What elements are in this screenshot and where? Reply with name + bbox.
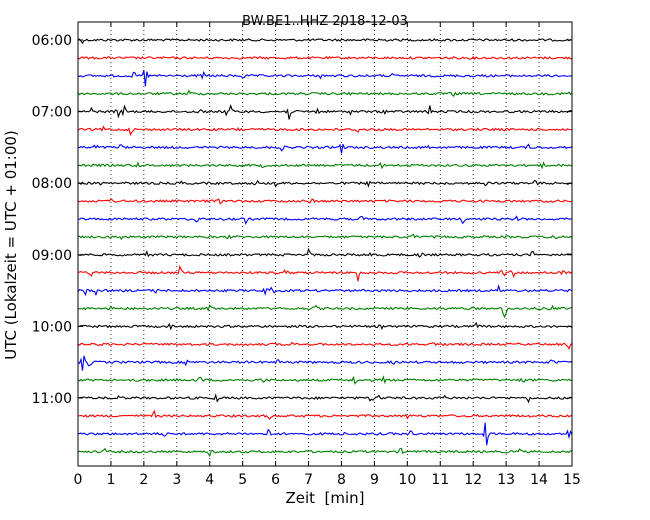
trace-line — [77, 179, 573, 188]
x-tick-label: 5 — [238, 472, 247, 488]
x-tick-label: 14 — [530, 472, 548, 488]
y-tick-label: 11:00 — [32, 391, 72, 407]
trace-line — [77, 264, 573, 282]
trace-line — [77, 125, 573, 137]
trace-line — [77, 341, 573, 350]
x-tick-label: 10 — [398, 472, 416, 488]
y-tick-label: 09:00 — [32, 248, 72, 264]
x-tick-label: 7 — [304, 472, 313, 488]
x-tick-label: 15 — [563, 472, 581, 488]
y-tick-label: 10:00 — [32, 319, 72, 335]
trace-line — [77, 409, 573, 420]
x-tick-label: 13 — [497, 472, 515, 488]
trace-line — [77, 284, 573, 297]
trace-line — [77, 393, 573, 404]
trace-line — [77, 233, 573, 241]
trace-line — [77, 422, 573, 446]
trace-line — [77, 355, 573, 371]
trace-line — [77, 215, 573, 225]
x-tick-label: 12 — [464, 472, 482, 488]
y-tick-label: 07:00 — [32, 105, 72, 121]
y-tick-label: 08:00 — [32, 176, 72, 192]
y-tick-label: 06:00 — [32, 33, 72, 49]
x-axis-ticks: 0 1 2 3 4 5 6 7 8 9 10 11 12 13 14 15 — [74, 22, 581, 488]
trace-group — [77, 38, 573, 458]
trace-line — [77, 38, 573, 45]
x-tick-label: 1 — [106, 472, 115, 488]
x-tick-label: 4 — [205, 472, 214, 488]
trace-line — [77, 103, 573, 120]
x-tick-label: 11 — [431, 472, 449, 488]
trace-line — [77, 447, 573, 458]
x-tick-label: 3 — [172, 472, 181, 488]
trace-line — [77, 143, 573, 154]
trace-line — [77, 161, 573, 170]
x-tick-label: 6 — [271, 472, 280, 488]
trace-line — [77, 198, 573, 205]
trace-line — [77, 304, 573, 319]
trace-line — [77, 55, 573, 60]
x-tick-label: 0 — [74, 472, 83, 488]
trace-line — [77, 375, 573, 385]
y-axis-ticks: 06:00 07:00 08:00 09:00 10:00 11:00 — [32, 33, 572, 407]
trace-line — [77, 89, 573, 98]
x-tick-label: 8 — [337, 472, 346, 488]
x-axis-label: Zeit [min] — [285, 489, 364, 507]
y-axis-label: UTC (Lokalzeit = UTC + 01:00) — [2, 130, 20, 360]
trace-line — [77, 321, 573, 331]
trace-line — [77, 247, 573, 258]
trace-line — [77, 70, 573, 87]
plot-frame — [77, 21, 573, 467]
x-tick-label: 9 — [370, 472, 379, 488]
vertical-grid — [110, 22, 540, 466]
x-tick-label: 2 — [139, 472, 148, 488]
